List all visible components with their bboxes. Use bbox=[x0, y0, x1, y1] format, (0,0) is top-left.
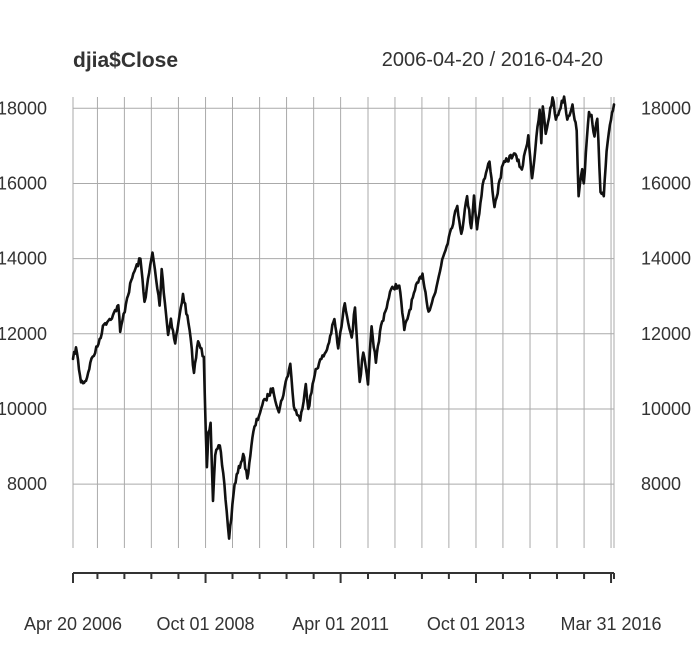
chart-title: djia$Close bbox=[73, 49, 178, 72]
x-tick-label: Oct 01 2008 bbox=[157, 614, 255, 634]
x-tick-label: Mar 31 2016 bbox=[560, 614, 661, 634]
series-line bbox=[71, 95, 616, 540]
y-tick-label-right: 8000 bbox=[641, 474, 681, 494]
y-tick-label-left: 12000 bbox=[0, 324, 47, 344]
series-group bbox=[71, 95, 616, 540]
y-tick-label-right: 18000 bbox=[641, 98, 691, 118]
y-tick-label-left: 10000 bbox=[0, 399, 47, 419]
y-tick-label-left: 14000 bbox=[0, 249, 47, 269]
y-tick-label-left: 18000 bbox=[0, 98, 47, 118]
y-tick-label-right: 10000 bbox=[641, 399, 691, 419]
y-tick-label-right: 14000 bbox=[641, 249, 691, 269]
y-tick-label-right: 12000 bbox=[641, 324, 691, 344]
date-range-label: 2006-04-20 / 2016-04-20 bbox=[382, 49, 603, 71]
x-tick-label: Apr 20 2006 bbox=[24, 614, 122, 634]
y-tick-label-left: 8000 bbox=[7, 474, 47, 494]
y-tick-label-left: 16000 bbox=[0, 173, 47, 193]
x-tick-label: Apr 01 2011 bbox=[292, 614, 389, 634]
x-tick-label: Oct 01 2013 bbox=[427, 614, 525, 634]
y-axis-left: 8000 10000 12000 14000 16000 18000 bbox=[0, 98, 47, 494]
x-axis: Apr 20 2006 Oct 01 2008 Apr 01 2011 Oct 01 … bbox=[24, 572, 662, 634]
y-axis-right: 8000 10000 12000 14000 16000 18000 bbox=[641, 98, 691, 494]
y-tick-label-right: 16000 bbox=[641, 173, 691, 193]
grid bbox=[72, 97, 615, 548]
